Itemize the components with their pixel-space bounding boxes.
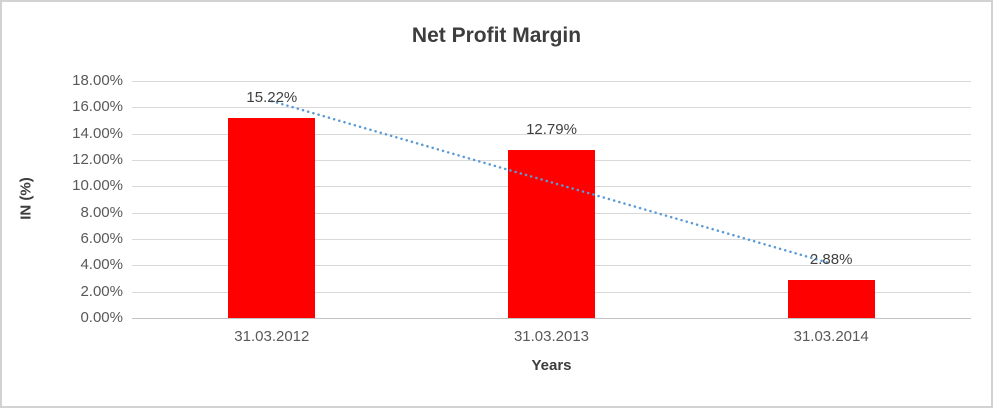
bar-data-label: 15.22% [246,88,298,106]
gridline [132,107,971,109]
y-tick-label: 6.00% [80,230,123,247]
x-tick-label: 31.03.2012 [234,328,310,345]
plot-area: 15.22% 12.79% 2.88% [132,81,971,319]
bar-data-label: 2.88% [809,251,853,269]
y-tick-label: 12.00% [72,151,123,168]
x-tick-label: 31.03.2014 [793,328,869,345]
bar [228,117,316,318]
x-tick-label: 31.03.2013 [513,328,590,345]
trendline [270,99,833,265]
trendline-segment [270,99,833,265]
y-tick-label: 4.00% [80,256,123,274]
y-tick-label: 16.00% [72,98,123,116]
x-axis-title: Years [531,357,572,374]
gridline [132,133,971,135]
bar [508,149,595,318]
gridline [132,81,971,82]
y-tick-label: 18.00% [72,72,123,89]
chart-title: Net Profit Margin [411,24,582,47]
y-tick-label: 8.00% [80,203,123,221]
y-tick-label: 0.00% [80,309,123,326]
y-tick-label: 10.00% [72,177,123,195]
bar-data-label: 12.79% [526,120,577,138]
x-axis-line [132,318,971,319]
bar [787,280,875,318]
y-tick-label: 2.00% [80,282,123,300]
y-tick-label: 14.00% [72,124,123,142]
